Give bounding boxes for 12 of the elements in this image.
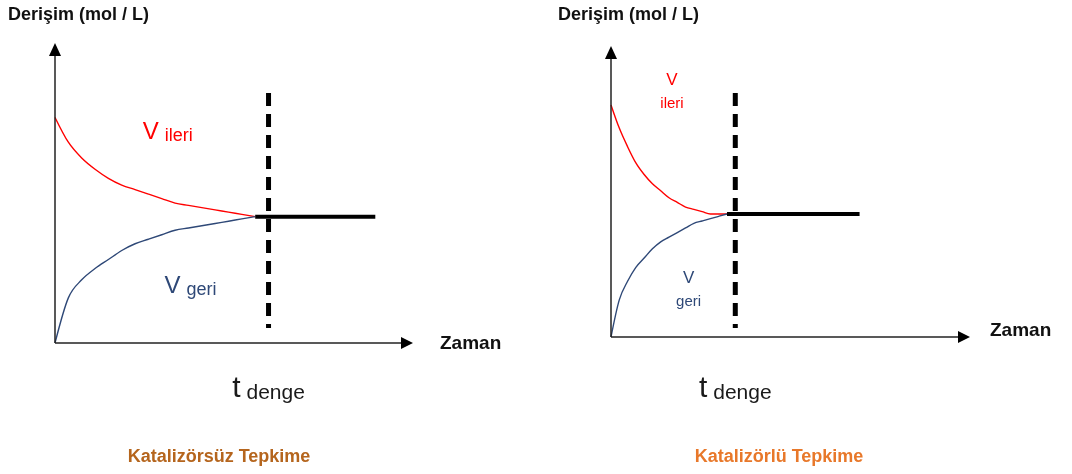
text: t$_{denge}$ [232, 370, 305, 403]
y-axis-title: Derişim (mol / L) [8, 3, 150, 25]
series-label: V$_{geri}$ [164, 270, 217, 299]
text: Vileri [660, 69, 684, 111]
text: Katalizörsüz Tepkime [126, 445, 312, 467]
x-axis-title: Zaman [990, 318, 1052, 342]
y-axis-title: Derişim (mol / L) [558, 3, 700, 25]
series-label: V$_{ileri}$ [142, 116, 193, 145]
text: Katalizörlü Tepkime [693, 445, 865, 467]
x-axis-title: Zaman [440, 331, 502, 355]
series-label: Vgeri [676, 267, 702, 309]
text: t$_{denge}$ [698, 370, 772, 403]
